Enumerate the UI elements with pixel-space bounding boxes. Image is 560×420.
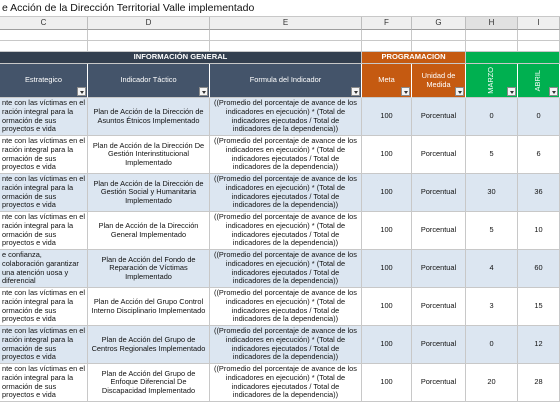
table-cell[interactable]: ((Promedio del porcentaje de avance de l… [210, 98, 362, 136]
column-letter[interactable]: D [88, 17, 210, 30]
table-cell[interactable]: nte con las víctimas en el ración integr… [0, 174, 88, 212]
filter-button[interactable] [549, 87, 558, 96]
column-letter[interactable]: C [0, 17, 88, 30]
column-header: Indicador Táctico [88, 64, 210, 98]
table-cell[interactable]: 0 [466, 326, 518, 364]
table-cell[interactable]: Plan de Acción de la Dirección de Asunto… [88, 98, 210, 136]
column-header: Formula del Indicador [210, 64, 362, 98]
table-cell[interactable]: e confianza, colaboración garantizar una… [0, 250, 88, 288]
group-band [466, 52, 560, 64]
empty-cell[interactable] [210, 30, 362, 41]
column-header: Meta [362, 64, 412, 98]
filter-button[interactable] [77, 87, 86, 96]
group-header: INFORMACIÓN GENERAL [0, 52, 362, 64]
table-cell[interactable]: Porcentual [412, 212, 466, 250]
empty-cell[interactable] [518, 30, 560, 41]
table-cell[interactable]: Porcentual [412, 364, 466, 402]
table-cell[interactable]: nte con las víctimas en el ración integr… [0, 288, 88, 326]
table-cell[interactable]: Porcentual [412, 288, 466, 326]
table-cell[interactable]: 100 [362, 288, 412, 326]
table-cell[interactable]: 36 [518, 174, 560, 212]
empty-cell[interactable] [518, 41, 560, 52]
table-cell[interactable]: 100 [362, 174, 412, 212]
table-cell[interactable]: Plan de Acción del Grupo Control Interno… [88, 288, 210, 326]
table-cell[interactable]: nte con las víctimas en el ración integr… [0, 98, 88, 136]
empty-cell[interactable] [412, 41, 466, 52]
table-cell[interactable]: nte con las víctimas en el ración integr… [0, 212, 88, 250]
table-cell[interactable]: 20 [466, 364, 518, 402]
column-letter[interactable]: H [466, 17, 518, 30]
filter-button[interactable] [401, 87, 410, 96]
table-cell[interactable]: 0 [518, 98, 560, 136]
filter-button[interactable] [455, 87, 464, 96]
table-cell[interactable]: 6 [518, 136, 560, 174]
table-cell[interactable]: nte con las víctimas en el ración integr… [0, 326, 88, 364]
column-header: Unidad de Medida [412, 64, 466, 98]
empty-cell[interactable] [88, 30, 210, 41]
empty-cell[interactable] [362, 30, 412, 41]
empty-cell[interactable] [466, 41, 518, 52]
table-cell[interactable]: Porcentual [412, 174, 466, 212]
table-cell[interactable]: ((Promedio del porcentaje de avance de l… [210, 174, 362, 212]
empty-cell[interactable] [362, 41, 412, 52]
column-letter[interactable]: F [362, 17, 412, 30]
table-cell[interactable]: 100 [362, 98, 412, 136]
table-cell[interactable]: 15 [518, 288, 560, 326]
empty-cell[interactable] [0, 30, 88, 41]
table-cell[interactable]: ((Promedio del porcentaje de avance de l… [210, 326, 362, 364]
table-cell[interactable]: Porcentual [412, 136, 466, 174]
table-cell[interactable]: 4 [466, 250, 518, 288]
table-cell[interactable]: Plan de Acción de la Dirección De Gestió… [88, 136, 210, 174]
group-header: PROGRAMACION [362, 52, 466, 64]
empty-cell[interactable] [466, 30, 518, 41]
table-cell[interactable]: 100 [362, 212, 412, 250]
table-cell[interactable]: 100 [362, 326, 412, 364]
column-letter[interactable]: G [412, 17, 466, 30]
sheet-title: e Acción de la Dirección Territorial Val… [0, 0, 560, 17]
filter-button[interactable] [507, 87, 516, 96]
table-cell[interactable]: 100 [362, 250, 412, 288]
table-cell[interactable]: 100 [362, 364, 412, 402]
table-cell[interactable]: 5 [466, 212, 518, 250]
column-letter[interactable]: E [210, 17, 362, 30]
column-header-text: ABRIL [533, 69, 543, 92]
empty-cell[interactable] [88, 41, 210, 52]
table-cell[interactable]: nte con las víctimas en el ración integr… [0, 364, 88, 402]
table-cell[interactable]: 30 [466, 174, 518, 212]
table-cell[interactable]: Plan de Acción del Grupo de Centros Regi… [88, 326, 210, 364]
table-cell[interactable]: Plan de Acción de la Dirección General I… [88, 212, 210, 250]
table-cell[interactable]: Plan de Acción de la Dirección de Gestió… [88, 174, 210, 212]
table-cell[interactable]: Porcentual [412, 326, 466, 364]
table-cell[interactable]: ((Promedio del porcentaje de avance de l… [210, 250, 362, 288]
column-letter[interactable]: I [518, 17, 560, 30]
table-cell[interactable]: ((Promedio del porcentaje de avance de l… [210, 136, 362, 174]
table-cell[interactable]: ((Promedio del porcentaje de avance de l… [210, 212, 362, 250]
column-header: Estrategico [0, 64, 88, 98]
table-cell[interactable]: 100 [362, 136, 412, 174]
filter-button[interactable] [199, 87, 208, 96]
table-cell[interactable]: 0 [466, 98, 518, 136]
table-cell[interactable]: Plan de Acción del Grupo de Enfoque Dife… [88, 364, 210, 402]
table-cell[interactable]: ((Promedio del porcentaje de avance de l… [210, 364, 362, 402]
table-cell[interactable]: 5 [466, 136, 518, 174]
empty-cell[interactable] [0, 41, 88, 52]
table-cell[interactable]: ((Promedio del porcentaje de avance de l… [210, 288, 362, 326]
table-cell[interactable]: 28 [518, 364, 560, 402]
table-cell[interactable]: Plan de Acción del Fondo de Reparación d… [88, 250, 210, 288]
table-cell[interactable]: 60 [518, 250, 560, 288]
table-cell[interactable]: Porcentual [412, 250, 466, 288]
column-header-text: MARZO [486, 67, 496, 94]
empty-cell[interactable] [412, 30, 466, 41]
table-cell[interactable]: Porcentual [412, 98, 466, 136]
table-cell[interactable]: nte con las víctimas en el ración integr… [0, 136, 88, 174]
filter-button[interactable] [351, 87, 360, 96]
table-cell[interactable]: 3 [466, 288, 518, 326]
table-cell[interactable]: 10 [518, 212, 560, 250]
empty-cell[interactable] [210, 41, 362, 52]
table-cell[interactable]: 12 [518, 326, 560, 364]
